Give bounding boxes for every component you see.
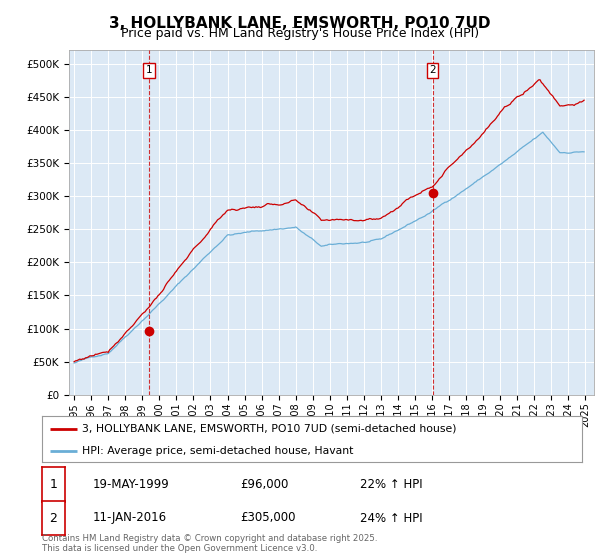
Text: 22% ↑ HPI: 22% ↑ HPI <box>360 478 422 491</box>
Text: 3, HOLLYBANK LANE, EMSWORTH, PO10 7UD: 3, HOLLYBANK LANE, EMSWORTH, PO10 7UD <box>109 16 491 31</box>
Text: 1: 1 <box>145 66 152 75</box>
Text: Contains HM Land Registry data © Crown copyright and database right 2025.
This d: Contains HM Land Registry data © Crown c… <box>42 534 377 553</box>
Text: 1: 1 <box>49 478 58 491</box>
Text: HPI: Average price, semi-detached house, Havant: HPI: Average price, semi-detached house,… <box>83 446 354 455</box>
Text: 24% ↑ HPI: 24% ↑ HPI <box>360 511 422 525</box>
Text: 3, HOLLYBANK LANE, EMSWORTH, PO10 7UD (semi-detached house): 3, HOLLYBANK LANE, EMSWORTH, PO10 7UD (s… <box>83 424 457 434</box>
Text: £305,000: £305,000 <box>240 511 296 525</box>
Text: 19-MAY-1999: 19-MAY-1999 <box>93 478 170 491</box>
Text: 2: 2 <box>429 66 436 75</box>
Text: Price paid vs. HM Land Registry's House Price Index (HPI): Price paid vs. HM Land Registry's House … <box>121 27 479 40</box>
Text: £96,000: £96,000 <box>240 478 289 491</box>
Text: 2: 2 <box>49 511 58 525</box>
Text: 11-JAN-2016: 11-JAN-2016 <box>93 511 167 525</box>
